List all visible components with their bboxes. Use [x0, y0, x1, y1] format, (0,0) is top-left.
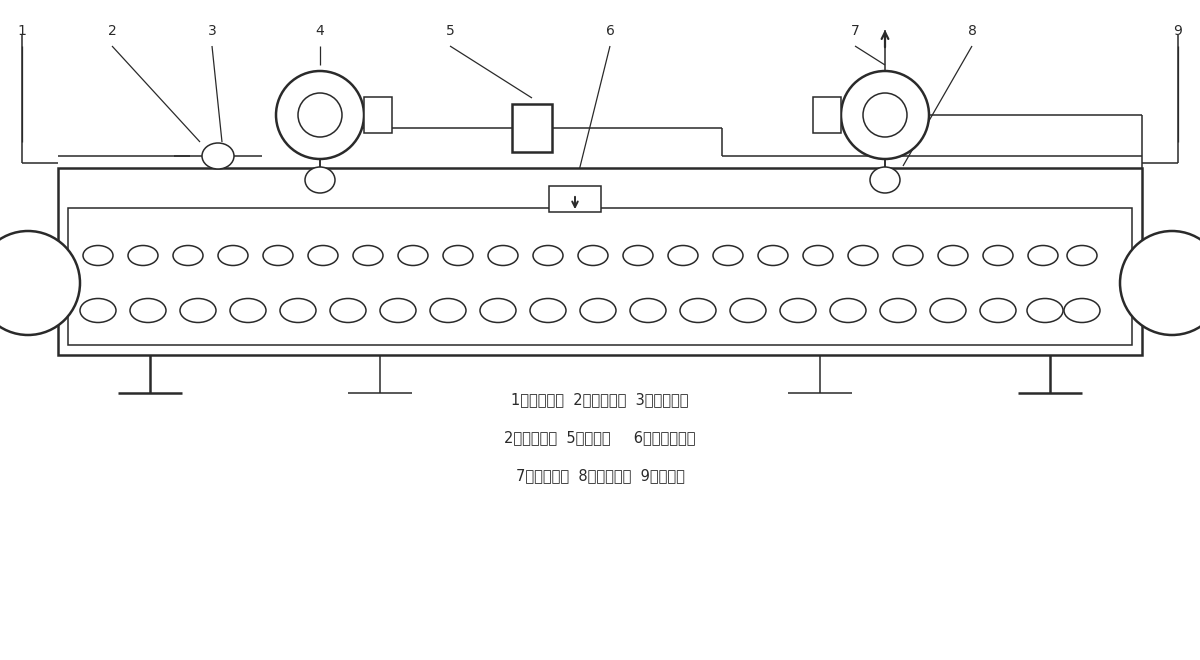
Ellipse shape: [173, 246, 203, 265]
Ellipse shape: [848, 246, 878, 265]
Ellipse shape: [930, 298, 966, 323]
Ellipse shape: [870, 167, 900, 193]
Ellipse shape: [230, 298, 266, 323]
Text: 9: 9: [1174, 24, 1182, 38]
Bar: [550, 186, 601, 212]
Ellipse shape: [180, 298, 216, 323]
Ellipse shape: [980, 298, 1016, 323]
Ellipse shape: [893, 246, 923, 265]
Text: 3: 3: [208, 24, 216, 38]
Circle shape: [298, 93, 342, 137]
Circle shape: [276, 71, 364, 159]
Ellipse shape: [430, 298, 466, 323]
Ellipse shape: [1028, 246, 1058, 265]
Ellipse shape: [880, 298, 916, 323]
Text: 2: 2: [108, 24, 116, 38]
Circle shape: [863, 93, 907, 137]
Text: 1: 1: [18, 24, 26, 38]
Text: 1，保温外壳  2，进风调节  3，循环调节: 1，保温外壳 2，进风调节 3，循环调节: [511, 392, 689, 407]
Text: 2，循环风机  5，加热器     6，配风噴射器: 2，循环风机 5，加热器 6，配风噴射器: [504, 430, 696, 445]
Bar: [364, 97, 392, 133]
Bar: [68, 208, 1132, 345]
Ellipse shape: [443, 246, 473, 265]
Bar: [58, 168, 1142, 355]
Text: 6: 6: [606, 24, 614, 38]
Ellipse shape: [630, 298, 666, 323]
Ellipse shape: [938, 246, 968, 265]
Ellipse shape: [668, 246, 698, 265]
Ellipse shape: [758, 246, 788, 265]
Ellipse shape: [623, 246, 653, 265]
Circle shape: [841, 71, 929, 159]
Ellipse shape: [680, 298, 716, 323]
Ellipse shape: [308, 246, 338, 265]
Ellipse shape: [263, 246, 293, 265]
Ellipse shape: [218, 246, 248, 265]
Ellipse shape: [83, 246, 113, 265]
Ellipse shape: [983, 246, 1013, 265]
Ellipse shape: [830, 298, 866, 323]
Ellipse shape: [130, 298, 166, 323]
Bar: [814, 97, 841, 133]
Ellipse shape: [488, 246, 518, 265]
Ellipse shape: [530, 298, 566, 323]
Ellipse shape: [533, 246, 563, 265]
Ellipse shape: [1027, 298, 1063, 323]
Ellipse shape: [1067, 246, 1097, 265]
Ellipse shape: [780, 298, 816, 323]
Ellipse shape: [580, 298, 616, 323]
Ellipse shape: [380, 298, 416, 323]
Text: 7: 7: [851, 24, 859, 38]
Ellipse shape: [398, 246, 428, 265]
Circle shape: [1120, 231, 1200, 335]
Ellipse shape: [803, 246, 833, 265]
Circle shape: [0, 231, 80, 335]
Ellipse shape: [353, 246, 383, 265]
Ellipse shape: [280, 298, 316, 323]
Ellipse shape: [578, 246, 608, 265]
Ellipse shape: [730, 298, 766, 323]
Bar: [512, 104, 552, 152]
Ellipse shape: [202, 143, 234, 169]
Ellipse shape: [1064, 298, 1100, 323]
Ellipse shape: [480, 298, 516, 323]
Ellipse shape: [305, 167, 335, 193]
Ellipse shape: [713, 246, 743, 265]
Ellipse shape: [80, 298, 116, 323]
Text: 7，排湿风机  8，排湿调节  9，输送带: 7，排湿风机 8，排湿调节 9，输送带: [516, 468, 684, 483]
Text: 4: 4: [316, 24, 324, 38]
Ellipse shape: [128, 246, 158, 265]
Text: 8: 8: [967, 24, 977, 38]
Ellipse shape: [330, 298, 366, 323]
Text: 5: 5: [445, 24, 455, 38]
